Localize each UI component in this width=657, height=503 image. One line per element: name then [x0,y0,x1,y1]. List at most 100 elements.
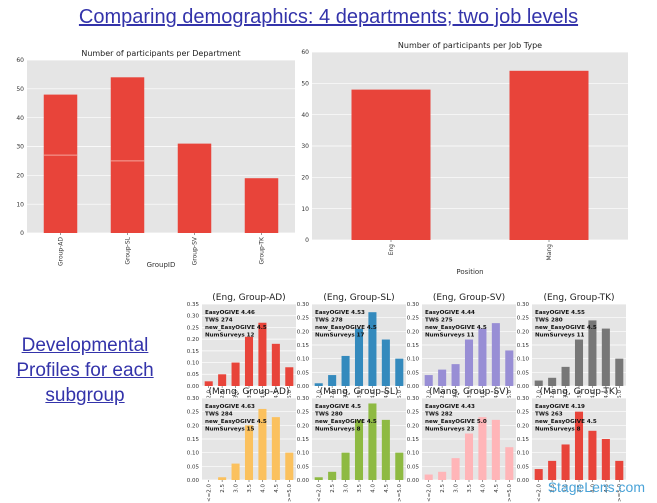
chart-7-ytick-label: 0.30 [187,396,200,402]
chart-5-xtick-label: 4.0 [480,390,486,399]
chart-7-bar [285,452,294,480]
chart-9-ytick-label: 0.30 [407,396,420,402]
chart-4-annotation: EasyOGIVE 4.53 [315,310,365,316]
chart-6-xtick-label: 2.5 [550,390,556,399]
chart-4-xtick-label: 3.5 [357,390,363,399]
chart-9-bar [451,458,460,480]
chart-10-xtick-label: 4.5 [604,484,610,493]
chart-3-title: (Eng, Group-AD) [212,293,285,303]
chart-6-bar [615,358,624,386]
chart-5-bar [464,339,474,386]
chart-10-bar [561,444,570,480]
chart-7-ytick-label: 0.00 [187,478,200,484]
chart-9-annotation: TWS 282 [425,412,453,418]
chart-4-ytick-label: 0.25 [297,316,310,322]
chart-10-xtick-label: 4.0 [590,484,596,493]
chart-4-ytick-label: 0.05 [297,370,310,376]
chart-8-ytick-label: 0.05 [297,464,310,470]
chart-10-xtick-label: <=2.0 [537,484,543,502]
chart-6-ytick-label: 0.25 [517,316,530,322]
chart-9-title: (Mang, Group-SV) [429,387,509,397]
chart-3-ytick-label: 0.20 [187,337,200,343]
chart-2-ytick-label: 0 [305,237,309,244]
chart-9-ytick-label: 0.10 [407,451,420,457]
chart-8-title: (Mang, Group-SL) [320,387,399,397]
chart-1-xtick-label: Group-AD [58,237,65,266]
chart-7-bar [244,425,254,480]
chart-1-ytick-label: 0 [20,230,24,237]
chart-7-bar [258,408,267,480]
chart-6-xtick-label: 3.0 [563,390,569,399]
chart-4-xtick-label: 2.5 [330,390,336,399]
chart-1-title: Number of participants per Department [81,49,240,58]
chart-7-ytick-label: 0.15 [187,437,200,443]
chart-3-ytick-label: 0.15 [187,349,200,355]
chart-4-bar [314,383,323,386]
chart-1-ytick-label: 30 [16,144,24,151]
chart-5-bar [424,375,433,386]
chart-3-xtick-label: 4.5 [274,390,280,399]
chart-5-bar [451,364,460,386]
chart-6-ytick-label: 0.30 [517,302,530,308]
chart-9-xtick-label: 3.0 [453,484,459,493]
chart-9-ytick-label: 0.25 [407,410,420,416]
chart-2-bar [509,70,589,240]
chart-4-bar [328,375,337,386]
side-caption: Developmental Profiles for each subgroup [10,333,160,408]
chart-4-ytick-label: 0.00 [297,384,310,390]
chart-1-ytick-label: 10 [16,201,24,208]
chart-5-ytick-label: 0.30 [407,302,420,308]
chart-9-bar [424,474,433,480]
chart-7-bar [218,477,227,480]
chart-6-bar [561,366,570,386]
chart-3-bar [231,362,240,386]
chart-10-xtick-label: >=5.0 [617,484,623,502]
side-caption-line-3: subgroup [45,385,125,406]
chart-9-xtick-label: 3.5 [467,484,473,493]
chart-4-ytick-label: 0.10 [297,357,310,363]
chart-1-ytick-label: 20 [16,172,24,179]
chart-5-ytick-label: 0.25 [407,316,420,322]
chart-9-bar [478,417,487,480]
chart-3-xtick-label: 4.0 [260,390,266,399]
chart-8-bar [368,403,377,480]
chart-4-xtick-label: 4.5 [384,390,390,399]
chart-5-xtick-label: 4.5 [494,390,500,399]
chart-10-xtick-label: 3.5 [577,484,583,493]
chart-2-ytick-label: 50 [301,80,309,87]
chart-8-annotation: TWS 280 [315,412,343,418]
chart-7-xtick-label: 3.0 [233,484,239,493]
chart-1-ytick-label: 40 [16,115,24,122]
chart-2-ytick-label: 60 [301,49,309,56]
chart-7-ytick-label: 0.25 [187,410,200,416]
chart-7-xtick-label: 4.5 [274,484,280,493]
chart-4-bar [354,328,364,386]
chart-3-bar [204,381,213,386]
chart-10-title: (Mang, Group-TK) [540,387,619,397]
chart-10-xtick-label: 2.5 [550,484,556,493]
chart-4-ytick-label: 0.15 [297,343,310,349]
chart-8-bar [381,419,390,480]
chart-5-xtick-label: 3.0 [453,390,459,399]
chart-7-annotation: NumSurveys 15 [205,427,255,433]
chart-8-bar [395,452,404,480]
chart-9-ytick-label: 0.20 [407,423,420,429]
chart-3-xtick-label: 3.5 [247,390,253,399]
chart-9-xtick-label: <=2.0 [427,484,433,502]
chart-10-bar [615,460,624,480]
side-caption-line-1: Developmental [21,335,149,356]
chart-1-ytick-label: 60 [16,57,24,64]
chart-3-bar [285,367,294,386]
chart-4-annotation: new_EasyOGIVE 4.5 [315,325,377,331]
chart-7-ytick-label: 0.20 [187,423,200,429]
chart-3-ytick-label: 0.10 [187,360,200,366]
chart-10-bar [548,460,557,480]
chart-4-bar [395,358,404,386]
chart-5-bar [491,323,500,386]
chart-9-bar [438,471,447,480]
chart-8-bar [314,477,323,480]
chart-5-xtick-label: 2.5 [440,390,446,399]
chart-10-bar [534,469,543,480]
chart-8-xtick-label: 3.5 [357,484,363,493]
chart-9-ytick-label: 0.00 [407,478,420,484]
